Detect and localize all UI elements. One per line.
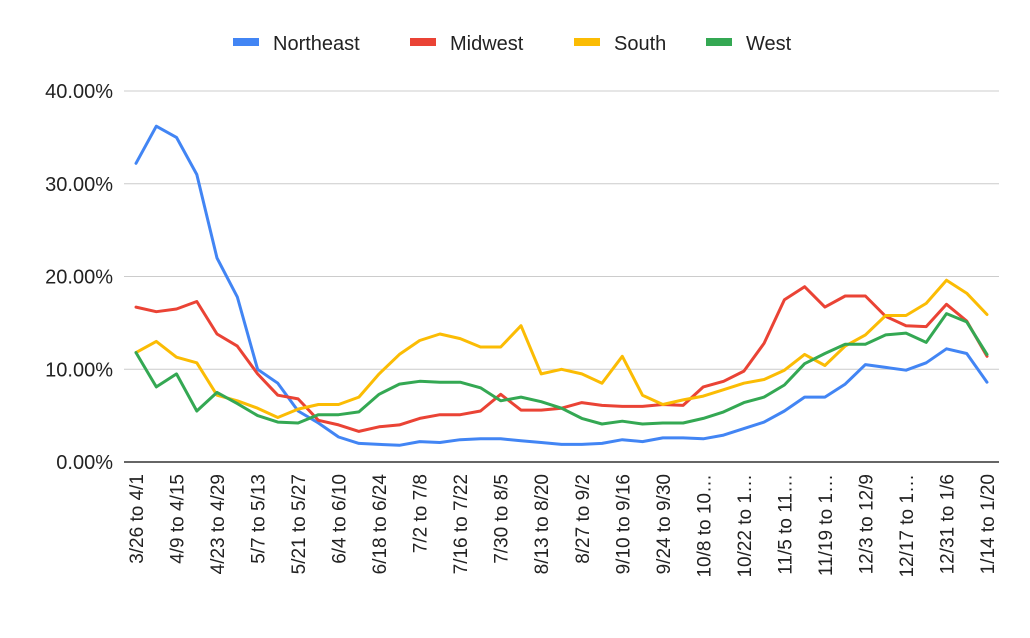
x-tick-label: 5/21 to 5/27 [289, 474, 310, 574]
legend-swatch-south [574, 38, 600, 46]
x-tick-label: 1/14 to 1/20 [978, 474, 999, 574]
legend-swatch-northeast [233, 38, 259, 46]
series-line-south [134, 278, 989, 419]
y-tick-label: 40.00% [45, 81, 113, 103]
x-tick-label: 3/26 to 4/1 [127, 474, 148, 564]
legend-label-south: South [614, 33, 666, 55]
x-tick-label: 12/31 to 1/6 [937, 474, 958, 574]
y-tick-label: 10.00% [45, 359, 113, 381]
y-tick-label: 30.00% [45, 174, 113, 196]
legend-label-northeast: Northeast [273, 33, 360, 55]
y-tick-label: 20.00% [45, 267, 113, 289]
x-tick-label: 6/18 to 6/24 [370, 474, 391, 575]
x-tick-label: 10/22 to 1… [735, 474, 756, 578]
x-tick-label: 7/16 to 7/22 [451, 474, 472, 574]
x-tick-label: 10/8 to 10… [694, 474, 715, 578]
x-tick-label: 12/17 to 1… [897, 474, 918, 578]
x-tick-label: 6/4 to 6/10 [330, 474, 351, 564]
x-tick-label: 8/27 to 9/2 [573, 474, 594, 564]
x-tick-label: 8/13 to 8/20 [532, 474, 553, 574]
x-tick-label: 11/19 to 1… [816, 474, 837, 576]
legend-swatch-midwest [410, 38, 436, 46]
x-tick-label: 12/3 to 12/9 [856, 474, 877, 574]
x-tick-label: 9/10 to 9/16 [613, 474, 634, 574]
x-tick-label: 11/5 to 11… [775, 474, 796, 575]
series-lines [134, 124, 989, 447]
x-tick-label: 7/30 to 8/5 [492, 474, 513, 564]
y-axis-ticks: 0.00% 10.00% 20.00% 30.00% 40.00% [45, 81, 113, 474]
x-axis-ticks: 3/26 to 4/1 4/9 to 4/15 4/23 to 4/29 5/7 to… [127, 474, 999, 578]
series-line-west [134, 312, 989, 426]
gridlines [124, 90, 999, 370]
x-tick-label: 4/9 to 4/15 [168, 474, 189, 564]
x-tick-label: 4/23 to 4/29 [208, 474, 229, 574]
y-tick-label: 0.00% [56, 452, 113, 474]
legend: Northeast Midwest South West [233, 33, 792, 55]
x-tick-label: 7/2 to 7/8 [411, 474, 432, 553]
legend-swatch-west [706, 38, 732, 46]
x-tick-label: 9/24 to 9/30 [654, 474, 675, 574]
series-line-northeast [134, 124, 989, 447]
legend-label-midwest: Midwest [450, 33, 524, 55]
x-tick-label: 5/7 to 5/13 [249, 474, 270, 564]
legend-label-west: West [746, 33, 792, 55]
